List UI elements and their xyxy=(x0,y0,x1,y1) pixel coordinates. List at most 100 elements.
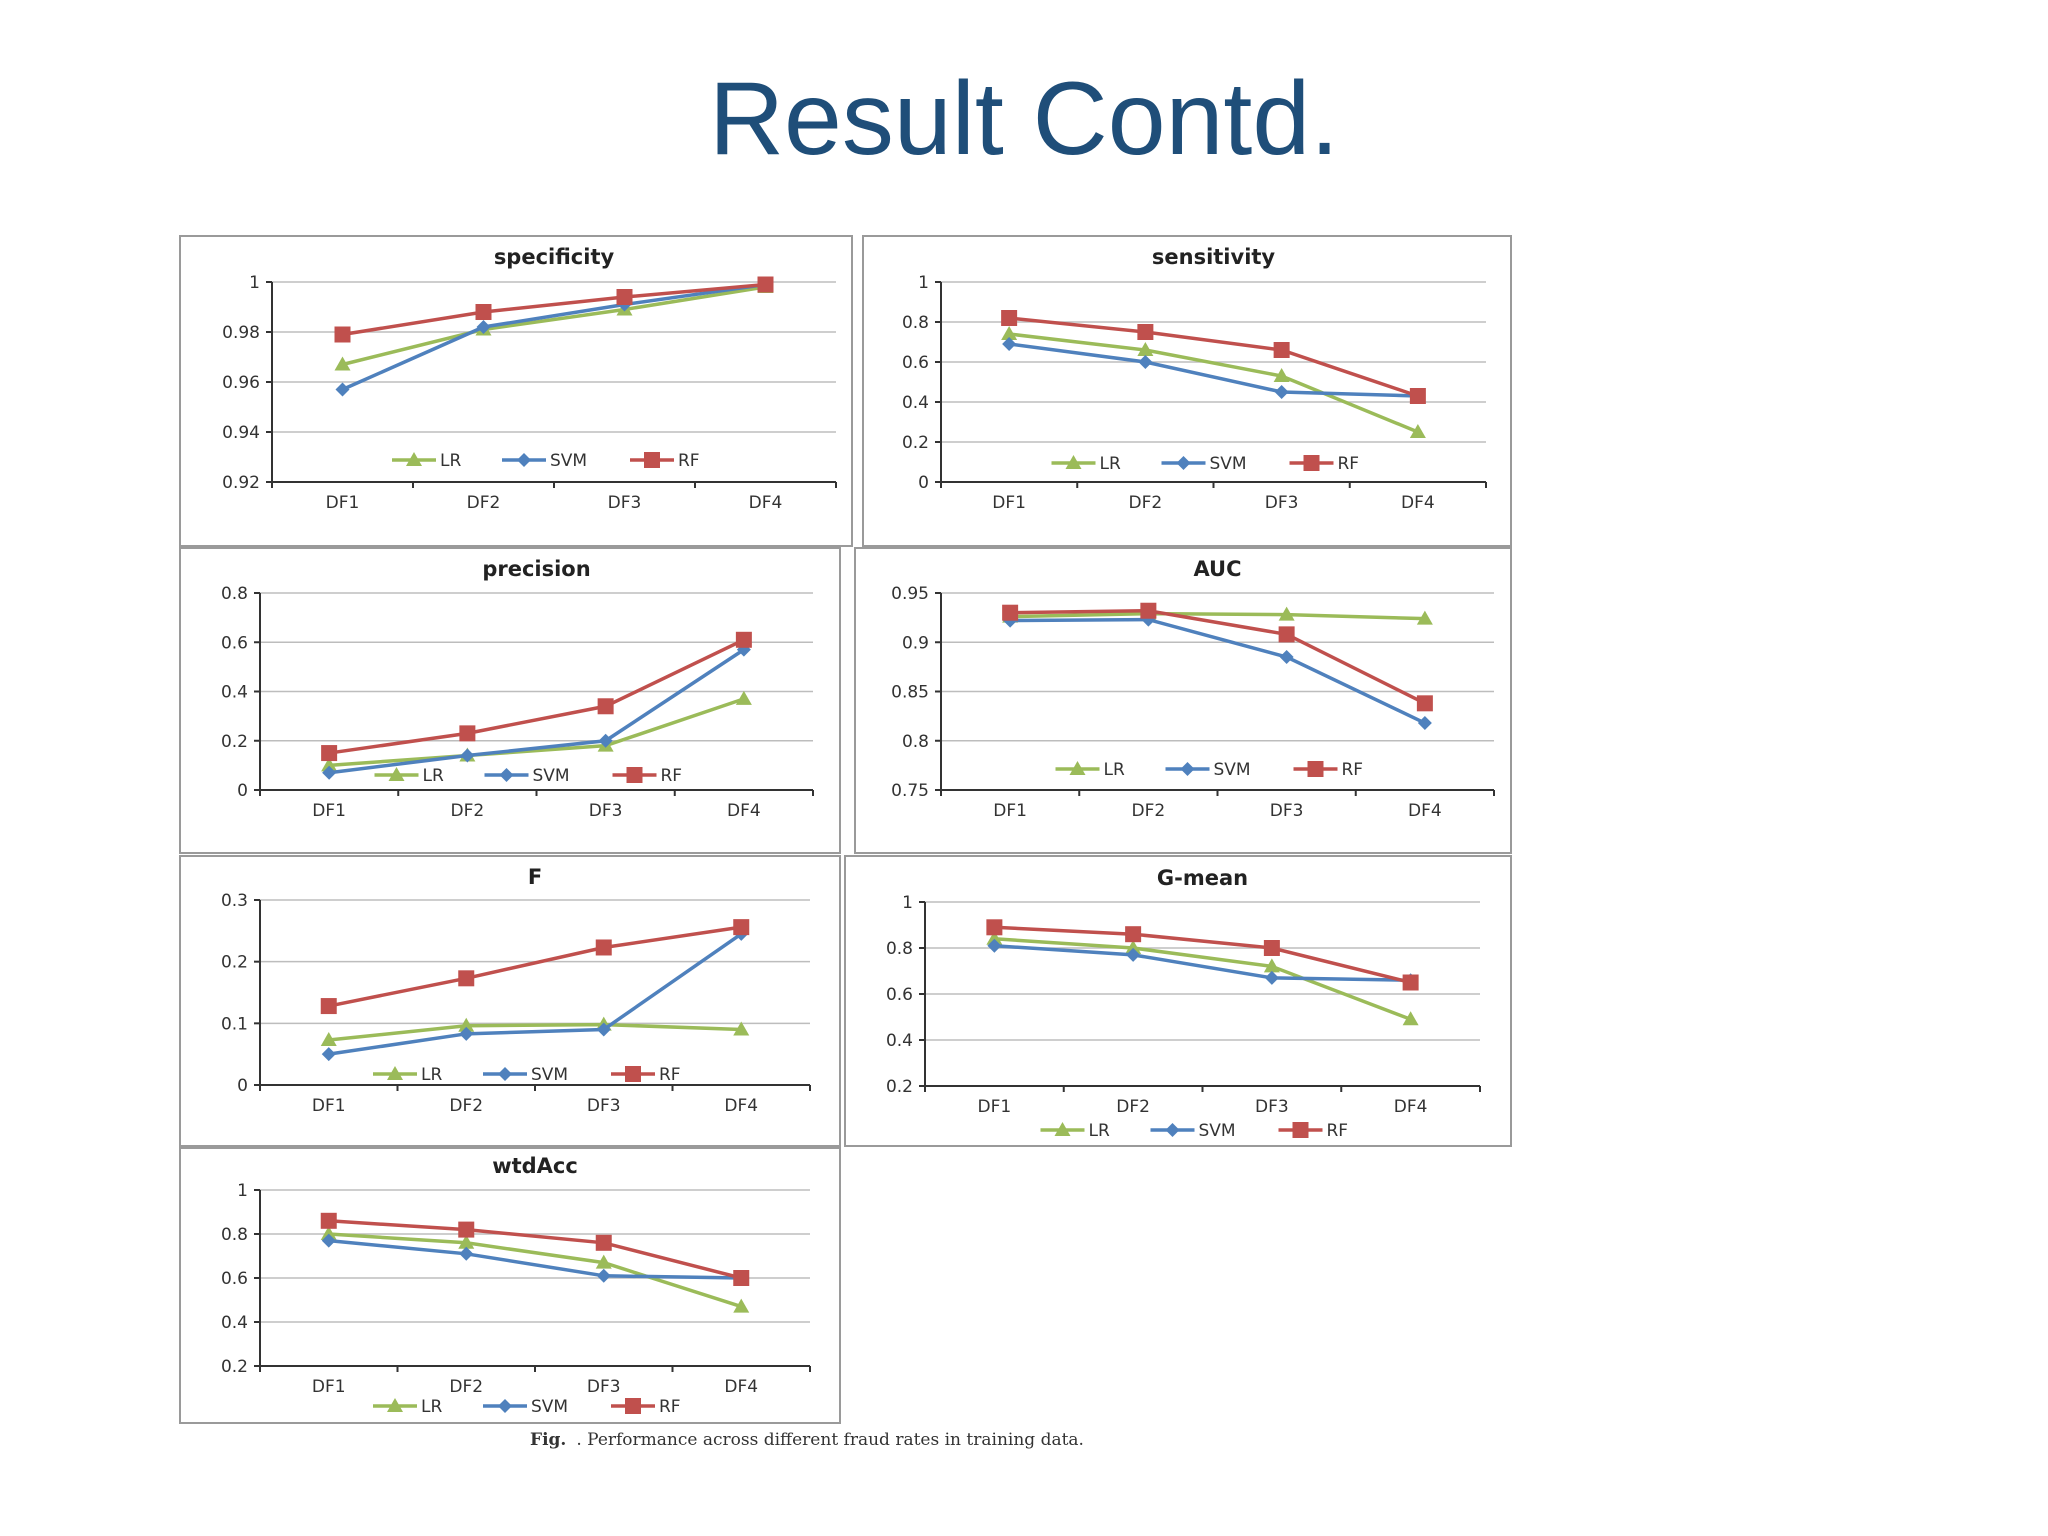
data-point-rf xyxy=(1001,310,1018,326)
x-tick-label: DF2 xyxy=(1129,493,1163,513)
y-tick-label: 0 xyxy=(237,781,248,801)
data-point-svm xyxy=(460,748,475,763)
data-point-rf xyxy=(1137,324,1154,340)
data-point-rf xyxy=(1273,342,1290,358)
series-line-lr xyxy=(329,697,745,768)
x-tick-label: DF3 xyxy=(1270,801,1304,821)
legend-label-rf: RF xyxy=(1338,454,1360,474)
data-point-lr xyxy=(334,356,351,371)
chart-panel-sensitivity: sensitivity 0 0.2 0.4 0.6 0.8 1 DF1 DF2 DF3 DF4 LR S… xyxy=(862,235,1512,547)
data-point-svm xyxy=(321,1233,336,1248)
legend-marker-rf xyxy=(626,767,643,783)
data-point-rf xyxy=(1140,602,1157,619)
legend-label-lr: LR xyxy=(440,451,461,471)
series-line-rf xyxy=(342,282,766,337)
series-line-lr xyxy=(1010,611,1425,621)
data-point-svm xyxy=(1126,947,1141,962)
y-tick-label: 0.8 xyxy=(902,732,929,752)
data-point-lr xyxy=(321,757,338,772)
legend-marker-rf xyxy=(1292,1122,1309,1138)
legend-marker-svm xyxy=(1176,456,1191,470)
y-tick-label: 1 xyxy=(902,893,913,913)
series-line-rf xyxy=(328,1219,742,1280)
data-point-rf xyxy=(458,970,475,987)
legend-label-rf: RF xyxy=(1342,760,1364,780)
chart-frame xyxy=(844,855,1512,1147)
y-tick-label: 0.85 xyxy=(891,683,929,703)
legend-label-rf: RF xyxy=(659,1397,681,1417)
legend-label-rf: RF xyxy=(659,1065,681,1085)
data-point-rf xyxy=(1125,926,1142,943)
data-point-lr xyxy=(320,1031,337,1046)
x-tick-label: DF1 xyxy=(993,801,1027,821)
data-point-lr xyxy=(1125,940,1142,954)
data-point-svm xyxy=(476,320,491,334)
y-tick-label: 0.4 xyxy=(221,1313,248,1333)
y-tick-label: 0.4 xyxy=(886,1031,913,1051)
chart-panel-precision: precision 0 0.2 0.4 0.6 0.8 DF1 DF2 DF3 DF4 LR SVM R… xyxy=(179,547,841,854)
y-tick-label: 0.94 xyxy=(222,423,260,443)
data-point-rf xyxy=(458,1221,475,1238)
x-tick-label: DF3 xyxy=(589,801,623,821)
data-point-svm xyxy=(1417,716,1432,731)
legend-label-rf: RF xyxy=(1327,1121,1349,1141)
y-tick-label: 0.9 xyxy=(902,633,929,653)
legend-marker-lr xyxy=(1069,761,1086,775)
data-point-lr xyxy=(1409,424,1426,438)
x-tick-label: DF4 xyxy=(1401,493,1435,513)
data-point-rf xyxy=(475,304,492,320)
x-tick-label: DF4 xyxy=(749,493,783,513)
legend-label-lr: LR xyxy=(1100,454,1121,474)
data-point-lr xyxy=(458,1234,475,1249)
x-tick-label: DF3 xyxy=(1265,493,1299,513)
y-tick-label: 0.6 xyxy=(886,985,913,1005)
data-point-rf xyxy=(595,939,612,956)
data-point-lr xyxy=(1278,606,1295,621)
data-point-svm xyxy=(459,1026,474,1041)
data-point-rf xyxy=(1278,626,1295,643)
x-tick-label: DF2 xyxy=(467,493,501,513)
data-point-rf xyxy=(320,998,337,1015)
chart-panel-f: F 0 0.1 0.2 0.3 DF1 DF2 DF3 DF4 LR SVM RF xyxy=(179,855,841,1147)
series-line-lr xyxy=(342,285,766,367)
x-tick-label: DF1 xyxy=(312,801,346,821)
series-line-rf xyxy=(328,925,742,1008)
data-point-svm xyxy=(1138,355,1153,369)
chart-title: F xyxy=(528,865,542,889)
legend-label-rf: RF xyxy=(661,766,683,786)
chart-frame xyxy=(179,547,841,854)
data-point-svm xyxy=(1002,337,1017,351)
x-tick-label: DF3 xyxy=(1255,1097,1289,1117)
x-tick-label: DF4 xyxy=(1394,1097,1428,1117)
legend-label-svm: SVM xyxy=(531,1397,568,1417)
y-tick-label: 0.96 xyxy=(222,373,260,393)
caption-label: Fig. xyxy=(530,1430,567,1450)
y-tick-label: 0.75 xyxy=(891,781,929,801)
data-point-rf xyxy=(616,289,633,305)
x-tick-label: DF4 xyxy=(724,1377,758,1397)
data-point-rf xyxy=(733,919,750,936)
data-point-svm xyxy=(598,733,613,748)
data-point-lr xyxy=(733,1298,750,1313)
data-point-lr xyxy=(735,690,752,705)
data-point-rf xyxy=(459,725,476,742)
data-point-rf xyxy=(1002,604,1019,621)
data-point-lr xyxy=(1416,610,1433,625)
x-tick-label: DF2 xyxy=(1116,1097,1150,1117)
data-point-rf xyxy=(334,326,351,343)
legend-label-rf: RF xyxy=(678,451,700,471)
legend-marker-rf xyxy=(625,1398,641,1414)
legend-label-lr: LR xyxy=(1104,760,1125,780)
slide-title: Result Contd. xyxy=(708,61,1340,177)
y-tick-label: 0.2 xyxy=(902,433,929,453)
x-tick-label: DF4 xyxy=(727,801,761,821)
series-line-lr xyxy=(1008,332,1419,434)
x-tick-label: DF3 xyxy=(608,493,642,513)
x-tick-label: DF2 xyxy=(449,1377,483,1397)
series-line-svm xyxy=(1008,342,1418,398)
series-line-rf xyxy=(1010,608,1426,705)
y-tick-label: 0.3 xyxy=(221,891,248,911)
data-point-lr xyxy=(458,1017,475,1032)
data-point-lr xyxy=(1273,368,1290,382)
series-line-lr xyxy=(328,1232,742,1309)
